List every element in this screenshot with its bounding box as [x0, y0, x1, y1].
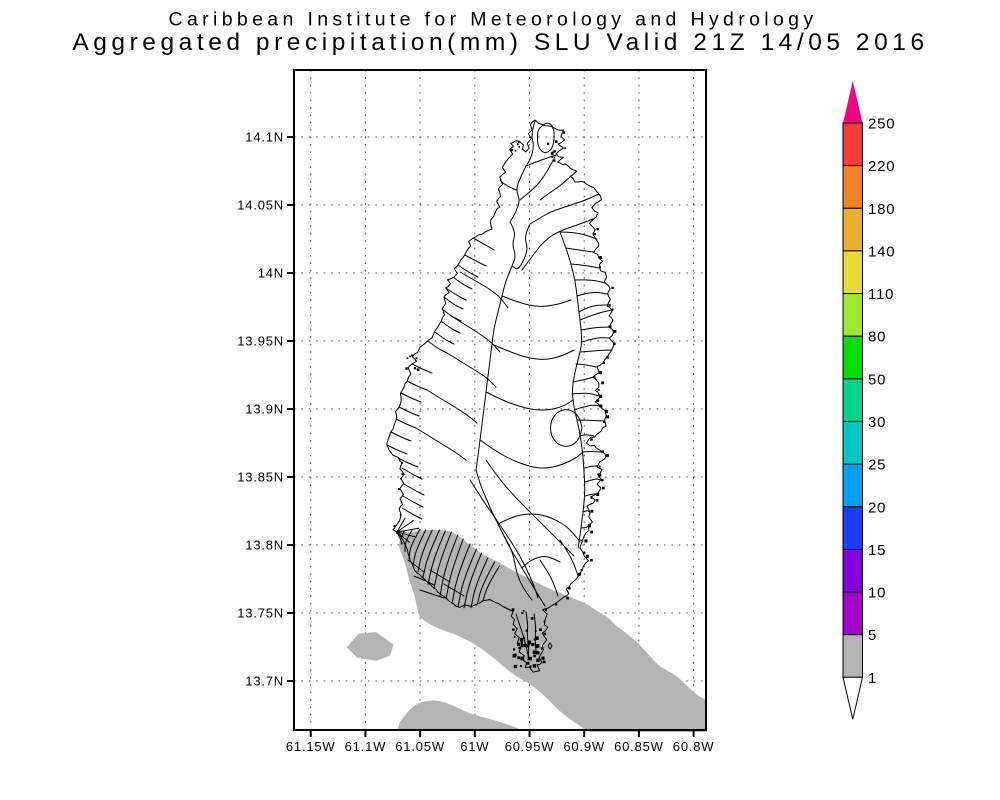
svg-text:61.1W: 61.1W — [345, 739, 387, 754]
svg-text:60.8W: 60.8W — [673, 739, 715, 754]
svg-text:13.95N: 13.95N — [237, 334, 284, 349]
svg-text:Caribbean Institute for Meteor: Caribbean Institute for Meteorology and … — [169, 9, 818, 31]
svg-text:80: 80 — [868, 329, 886, 346]
svg-text:250: 250 — [868, 116, 895, 133]
svg-text:5: 5 — [868, 627, 877, 644]
svg-text:14.1N: 14.1N — [245, 130, 284, 145]
svg-text:13.9N: 13.9N — [245, 402, 284, 417]
svg-text:110: 110 — [868, 286, 894, 303]
svg-text:60.95W: 60.95W — [505, 739, 555, 754]
svg-text:220: 220 — [868, 158, 895, 175]
svg-text:10: 10 — [868, 585, 886, 602]
svg-text:20: 20 — [868, 499, 886, 516]
svg-text:30: 30 — [868, 414, 886, 431]
svg-text:14N: 14N — [258, 266, 284, 281]
svg-text:60.9W: 60.9W — [563, 739, 605, 754]
svg-text:61.05W: 61.05W — [395, 739, 445, 754]
svg-text:1: 1 — [868, 670, 877, 687]
svg-text:140: 140 — [868, 243, 895, 260]
svg-text:13.7N: 13.7N — [245, 674, 284, 689]
svg-text:180: 180 — [868, 201, 895, 218]
svg-text:Aggregated precipitation(mm) S: Aggregated precipitation(mm) SLU Valid 2… — [72, 29, 928, 56]
svg-text:13.75N: 13.75N — [237, 606, 284, 621]
svg-text:61W: 61W — [460, 739, 489, 754]
svg-text:13.8N: 13.8N — [245, 538, 284, 553]
svg-text:14.05N: 14.05N — [237, 198, 284, 213]
svg-text:25: 25 — [868, 457, 886, 474]
svg-text:50: 50 — [868, 371, 886, 388]
svg-text:61.15W: 61.15W — [286, 739, 336, 754]
svg-text:15: 15 — [868, 542, 886, 559]
svg-text:60.85W: 60.85W — [614, 739, 664, 754]
svg-text:13.85N: 13.85N — [237, 470, 284, 485]
